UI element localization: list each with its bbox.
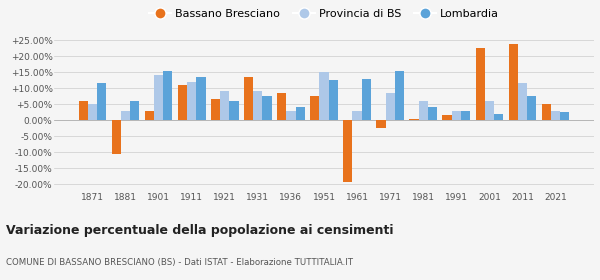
Bar <box>229 101 239 120</box>
Bar <box>461 111 470 120</box>
Bar <box>376 120 386 128</box>
Bar <box>362 79 371 120</box>
Bar <box>220 92 229 120</box>
Bar <box>509 44 518 120</box>
Bar <box>386 93 395 120</box>
Bar <box>187 82 196 120</box>
Bar <box>211 99 220 120</box>
Bar <box>452 111 461 120</box>
Bar <box>112 120 121 154</box>
Bar <box>262 96 272 120</box>
Bar <box>97 83 106 120</box>
Bar <box>154 76 163 120</box>
Bar <box>419 101 428 120</box>
Bar <box>527 96 536 120</box>
Bar <box>196 77 206 120</box>
Bar <box>253 92 262 120</box>
Bar <box>560 112 569 120</box>
Bar <box>551 111 560 120</box>
Text: COMUNE DI BASSANO BRESCIANO (BS) - Dati ISTAT - Elaborazione TUTTITALIA.IT: COMUNE DI BASSANO BRESCIANO (BS) - Dati … <box>6 258 353 267</box>
Bar <box>319 72 329 120</box>
Bar <box>88 104 97 120</box>
Bar <box>395 71 404 120</box>
Bar <box>286 111 296 120</box>
Text: Variazione percentuale della popolazione ai censimenti: Variazione percentuale della popolazione… <box>6 224 394 237</box>
Bar <box>442 115 452 120</box>
Bar <box>352 111 362 120</box>
Bar <box>130 101 139 120</box>
Bar <box>494 114 503 120</box>
Bar <box>296 108 305 120</box>
Bar <box>121 111 130 120</box>
Legend: Bassano Bresciano, Provincia di BS, Lombardia: Bassano Bresciano, Provincia di BS, Lomb… <box>145 5 503 24</box>
Bar <box>277 93 286 120</box>
Bar <box>343 120 352 183</box>
Bar <box>79 101 88 120</box>
Bar <box>518 83 527 120</box>
Bar <box>244 77 253 120</box>
Bar <box>163 71 172 120</box>
Bar <box>485 101 494 120</box>
Bar <box>428 108 437 120</box>
Bar <box>310 96 319 120</box>
Bar <box>476 48 485 120</box>
Bar <box>145 111 154 120</box>
Bar <box>542 104 551 120</box>
Bar <box>409 119 419 120</box>
Bar <box>329 80 338 120</box>
Bar <box>178 85 187 120</box>
